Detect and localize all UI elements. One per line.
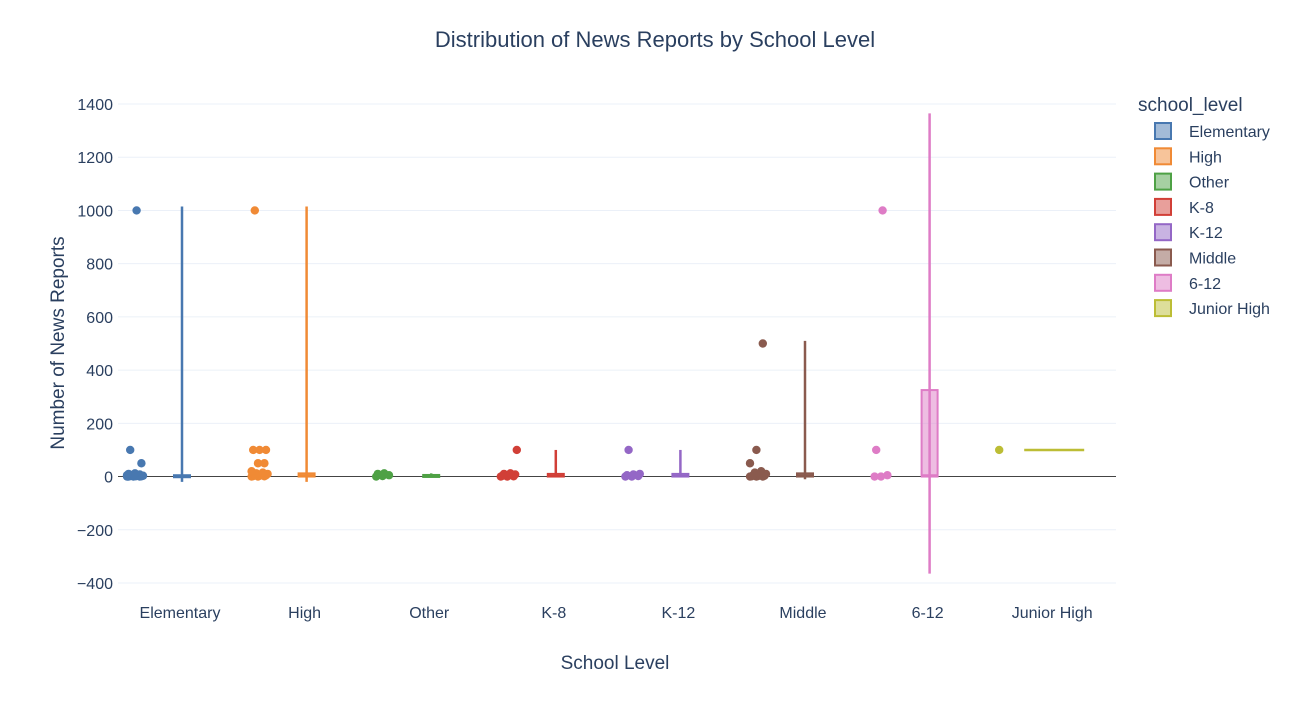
legend-item[interactable]: 6-12 [1154,273,1221,293]
x-tick-label: Middle [779,605,826,622]
legend-label: Junior High [1189,301,1270,318]
data-point [629,470,638,479]
x-axis-title: School Level [561,653,670,674]
series-high [247,206,316,482]
series-elementary [122,206,191,482]
data-point [130,469,140,478]
y-tick-label: −200 [77,523,113,540]
y-axis-title: Number of News Reports [48,236,69,449]
data-point [261,445,271,455]
x-tick-label: Junior High [1012,605,1093,622]
x-tick-label: K-12 [662,605,696,622]
legend-item[interactable]: Elementary [1154,122,1270,141]
x-tick-label: 6-12 [912,605,944,622]
legend-label: Elementary [1189,124,1270,141]
data-point [258,468,267,477]
legend-swatch [1154,273,1172,292]
x-axis-ticks: Elementary High Other K-8 K-12 Middle 6-12 Juni… [140,605,1093,622]
x-tick-label: Elementary [140,605,221,622]
data-point [995,445,1004,455]
plot-area [122,113,1085,574]
y-tick-label: 1200 [77,150,113,167]
chart-title: Distribution of News Reports by School L… [435,27,875,52]
data-point [878,206,887,215]
legend-item[interactable]: K-8 [1154,197,1214,217]
series-middle [745,339,814,481]
legend-items: Elementary High Other K-8 K-12 Middle 6-12 Juni… [1154,122,1270,318]
legend-swatch [1154,248,1172,267]
data-point [373,469,382,479]
data-point [499,469,509,479]
data-point [752,445,761,455]
legend-item[interactable]: K-12 [1154,223,1223,242]
y-axis-ticks: −400 −200 0 200 400 600 800 1000 1200 1400 [77,97,113,593]
data-point [132,206,141,215]
box [920,389,939,478]
data-point [758,339,767,348]
data-point [506,469,515,478]
legend-swatch [1154,197,1172,216]
legend-label: 6-12 [1189,276,1221,293]
legend-swatch [1154,147,1172,166]
y-tick-label: 1400 [77,97,113,114]
legend-swatch [1154,122,1172,140]
series-k-8 [496,445,565,481]
series-other [372,469,441,481]
data-point [260,459,269,468]
series-k-12 [621,445,690,481]
y-tick-label: 1000 [77,203,113,220]
y-tick-label: 400 [86,363,113,380]
gridlines [118,103,1116,584]
y-tick-label: 600 [86,310,113,327]
data-point [380,469,389,478]
data-point [253,459,263,468]
y-tick-label: 0 [104,470,113,487]
legend-swatch [1154,223,1172,242]
data-point [876,472,886,481]
data-point [635,469,644,479]
legend-label: Other [1189,175,1230,192]
legend-item[interactable]: Junior High [1154,299,1270,318]
data-point [757,467,766,476]
legend-label: K-12 [1189,225,1223,242]
legend-label: High [1189,149,1222,166]
x-tick-label: High [288,605,321,622]
data-point [247,467,256,476]
data-point [883,471,892,480]
data-point [750,468,759,477]
data-point [250,206,259,215]
data-point [745,459,755,468]
data-point [870,472,879,481]
series-junior-high [995,445,1085,455]
y-tick-label: 800 [86,257,113,274]
data-point [124,469,133,479]
data-point [622,471,632,480]
legend: school_level Elementary High Other K-8 K-12 M… [1138,95,1270,318]
legend-swatch [1154,299,1172,318]
data-point [255,445,264,455]
legend-label: K-8 [1189,200,1214,217]
x-tick-label: Other [409,605,450,622]
legend-title: school_level [1138,95,1243,116]
legend-item[interactable]: Middle [1154,248,1236,268]
y-tick-label: 200 [86,416,113,433]
series-6-12 [870,113,939,574]
data-point [624,445,633,455]
legend-item[interactable]: High [1154,147,1222,166]
data-point [126,445,135,455]
legend-swatch [1154,172,1172,191]
x-tick-label: K-8 [541,605,566,622]
data-point [137,459,146,468]
data-point [512,445,521,455]
y-tick-label: −400 [77,576,113,593]
legend-item[interactable]: Other [1154,172,1230,192]
data-point [249,445,258,455]
data-point [872,445,881,455]
legend-label: Middle [1189,251,1236,268]
